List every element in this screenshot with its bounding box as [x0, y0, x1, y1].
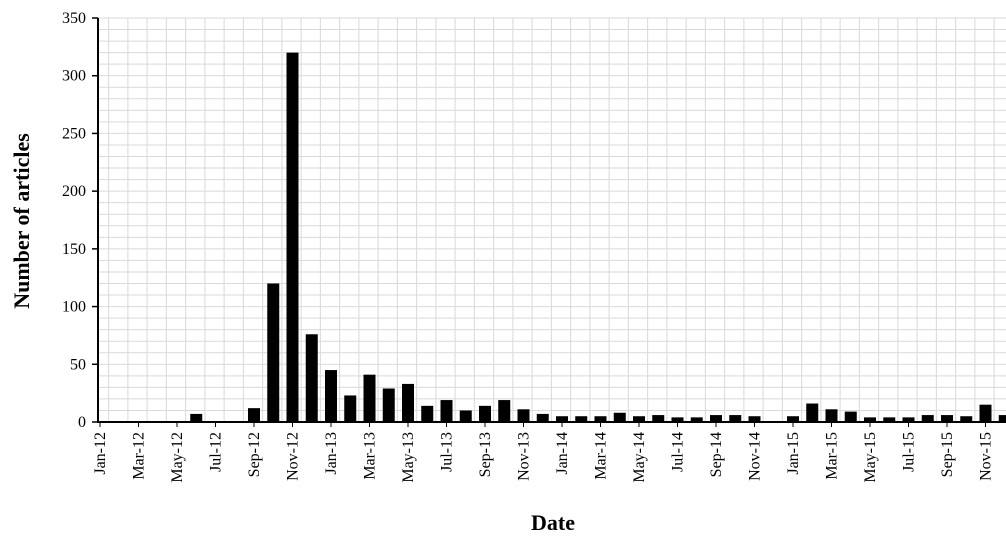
bar: [710, 415, 722, 422]
y-tick-label: 0: [78, 414, 86, 431]
y-tick-label: 300: [62, 68, 86, 85]
bar: [652, 415, 665, 422]
x-tick-label: Mar-15: [824, 432, 841, 480]
x-tick-label: Sep-14: [708, 432, 725, 477]
bar: [748, 416, 761, 422]
bar: [382, 388, 395, 422]
y-axis-title: Number of articles: [9, 133, 34, 309]
bar: [633, 416, 645, 422]
bar: [729, 415, 742, 422]
x-tick-label: Jul-12: [208, 432, 225, 472]
bar: [421, 405, 434, 422]
bar: [459, 410, 472, 422]
x-tick-label: Jul-15: [901, 432, 918, 472]
x-tick-label: Nov-14: [747, 432, 764, 481]
x-tick-label: May-12: [169, 432, 186, 483]
bar: [517, 409, 530, 422]
x-tick-label: Jul-14: [670, 432, 687, 472]
x-tick-label: Sep-12: [246, 432, 263, 477]
x-tick-label: Jul-13: [439, 432, 456, 472]
bar: [248, 408, 260, 422]
bar: [825, 409, 838, 422]
grid: [98, 17, 1006, 422]
x-tick-label: Jan-15: [785, 432, 802, 475]
x-tick-label: May-14: [631, 432, 648, 483]
x-tick-label: Sep-15: [939, 432, 956, 477]
bar: [941, 415, 953, 422]
bar: [690, 417, 703, 422]
bar: [479, 405, 491, 422]
bar: [960, 416, 973, 422]
x-tick-label: Jan-14: [554, 432, 571, 475]
x-tick-label: Nov-15: [978, 432, 995, 481]
bar: [921, 415, 934, 422]
x-tick-label: Sep-13: [477, 432, 494, 477]
y-tick-label: 200: [62, 183, 86, 200]
x-axis-title: Date: [531, 510, 575, 535]
bar: [305, 334, 318, 422]
bar: [498, 400, 511, 422]
bar: [190, 413, 203, 422]
bar: [979, 404, 992, 422]
x-tick-label: May-15: [862, 432, 879, 483]
y-tick-label: 150: [62, 241, 86, 258]
x-tick-label: Mar-13: [362, 432, 379, 480]
x-tick-label: Mar-14: [593, 432, 610, 480]
axes: [92, 17, 1006, 427]
bars: [190, 52, 1006, 422]
bar: [902, 417, 915, 422]
x-tick-label: Mar-12: [131, 432, 148, 480]
bar: [267, 283, 280, 422]
bar: [998, 415, 1006, 422]
bar: [844, 411, 857, 422]
bar: [671, 417, 684, 422]
x-tick-labels: Jan-12 Mar-12 May-12 Jul-12 Sep-12 Nov-12 Jan-…: [92, 432, 995, 483]
bar: [325, 370, 337, 422]
bar: [883, 417, 896, 422]
bar: [787, 416, 799, 422]
x-tick-label: Nov-12: [285, 432, 302, 481]
bar: [864, 417, 876, 422]
bar: [806, 403, 819, 422]
y-tick-label: 50: [70, 356, 86, 373]
bar: [344, 395, 357, 422]
bar: [536, 413, 549, 422]
bar: [575, 416, 588, 422]
x-tick-label: Jan-13: [323, 432, 340, 475]
bar: [286, 52, 299, 422]
x-tick-label: Jan-12: [92, 432, 109, 475]
x-tick-label: May-13: [400, 432, 417, 483]
bar: [594, 416, 607, 422]
y-tick-label: 100: [62, 299, 86, 316]
bar: [363, 374, 376, 422]
bar: [556, 416, 568, 422]
bar: [402, 383, 414, 422]
bar: [613, 412, 626, 422]
x-tick-label: Nov-13: [516, 432, 533, 481]
y-tick-labels: 0 50 100 150 200 250 300 350: [62, 10, 86, 431]
bar: [440, 400, 453, 422]
y-tick-label: 250: [62, 125, 86, 142]
y-tick-label: 350: [62, 10, 86, 27]
